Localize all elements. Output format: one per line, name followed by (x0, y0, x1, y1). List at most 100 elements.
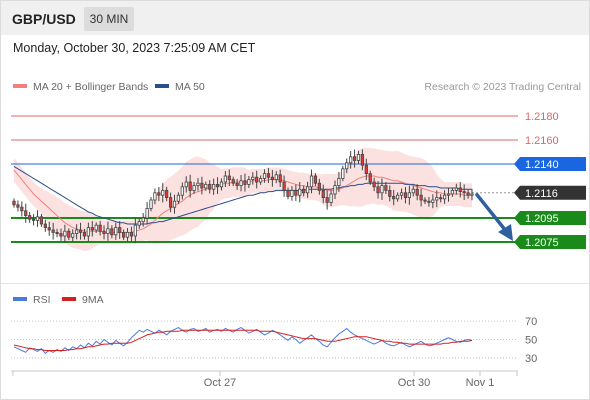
candle-up (349, 156, 353, 164)
rsi-ma-legend-swatch (62, 297, 76, 301)
candle-down (227, 175, 231, 180)
candle-down (188, 181, 192, 191)
candle-down (168, 197, 173, 208)
moving-averages (13, 165, 472, 233)
candle-down (47, 227, 51, 231)
candle-down (59, 233, 63, 237)
candle-up (125, 231, 130, 238)
candle-up (75, 229, 79, 234)
key-levels (11, 115, 518, 243)
candle-down (67, 230, 71, 238)
candle-down (28, 215, 32, 220)
x-tick-label: Nov 1 (466, 377, 495, 389)
target-arrow-shaft (475, 193, 508, 233)
candle-down (392, 195, 396, 200)
candle-down (384, 185, 388, 191)
ma20-legend-swatch (13, 84, 27, 88)
candle-down (439, 197, 443, 200)
target-arrow-head (498, 224, 513, 241)
candle-down (24, 210, 28, 217)
candle-up (396, 194, 400, 200)
candle-down (129, 231, 134, 237)
candle-up (345, 162, 349, 170)
rsi-line (13, 327, 473, 354)
candle-up (114, 227, 118, 236)
target-arrow (475, 193, 513, 241)
timeframe-badge[interactable]: 30 MIN (84, 7, 134, 31)
candle-up (149, 199, 153, 209)
candle-up (180, 186, 184, 196)
candle-up (94, 224, 98, 231)
candle-down (364, 164, 368, 174)
candle-down (118, 227, 122, 233)
panel-separator (1, 283, 589, 284)
x-tick-label: Oct 27 (204, 377, 236, 389)
level-label-1.2095: 1.2095 (525, 213, 559, 225)
rsi-ma-line (13, 329, 473, 351)
rsi-tick-70: 70 (525, 316, 537, 328)
candle-down (20, 206, 24, 212)
bollinger-band-area (14, 147, 472, 252)
candle-up (470, 193, 474, 196)
candle-down (278, 174, 282, 183)
candle-up (172, 200, 177, 208)
rsi-legend-label: RSI (33, 294, 51, 306)
candle-down (121, 231, 126, 238)
candle-down (215, 183, 220, 188)
candle-down (16, 204, 20, 208)
candle-down (157, 192, 161, 196)
candle-up (356, 153, 361, 161)
candle-up (411, 188, 415, 194)
candle-down (208, 183, 212, 190)
candle-up (133, 224, 137, 237)
level-tag-1.2140 (514, 157, 586, 171)
candle-up (435, 197, 439, 201)
bollinger-bands (14, 147, 472, 252)
ma20-line (13, 169, 472, 233)
candle-down (243, 180, 247, 185)
candle-down (423, 199, 427, 202)
candle-down (419, 194, 423, 201)
rsi-legend-swatch (13, 297, 27, 301)
x-axis: Oct 27 Oct 30 Nov 1 (12, 371, 518, 389)
candle-down (286, 189, 290, 197)
candle-up (298, 188, 302, 196)
candle-down (317, 182, 321, 191)
rsi-lines (13, 327, 473, 354)
candle-down (282, 181, 286, 191)
candle-down (403, 192, 408, 199)
candle-up (446, 193, 451, 196)
candle-up (35, 216, 40, 221)
candle-up (161, 189, 165, 196)
candle-up (184, 181, 188, 188)
level-label-1.2160: 1.2160 (525, 135, 559, 147)
chart-legend: MA 20 + Bollinger Bands MA 50 (13, 81, 205, 93)
level-label-1.2116: 1.2116 (525, 188, 558, 200)
level-label-1.2075: 1.2075 (525, 237, 559, 249)
candle-up (329, 193, 333, 203)
candle-up (305, 186, 310, 194)
chart-header: GBP/USD 30 MIN (1, 1, 589, 35)
candle-down (368, 173, 372, 183)
candle-up (431, 199, 435, 203)
candle-up (337, 177, 341, 186)
candle-down (39, 216, 44, 225)
candle-up (141, 217, 145, 222)
candle-down (231, 179, 235, 184)
rsi-tick-50: 50 (525, 335, 537, 347)
candle-up (71, 233, 75, 238)
candle-down (415, 188, 419, 196)
candle-down (82, 231, 87, 237)
level-label-1.2140: 1.2140 (525, 159, 559, 171)
candle-down (352, 156, 357, 161)
ma20-legend-label: MA 20 + Bollinger Bands (33, 81, 148, 93)
candle-up (333, 185, 337, 195)
candle-down (31, 218, 36, 221)
candle-down (462, 191, 466, 194)
ma50-legend-swatch (155, 84, 169, 88)
candle-up (137, 221, 141, 226)
candle-down (102, 230, 106, 234)
candle-up (399, 192, 404, 196)
candle-down (51, 229, 55, 233)
candle-down (55, 231, 59, 234)
